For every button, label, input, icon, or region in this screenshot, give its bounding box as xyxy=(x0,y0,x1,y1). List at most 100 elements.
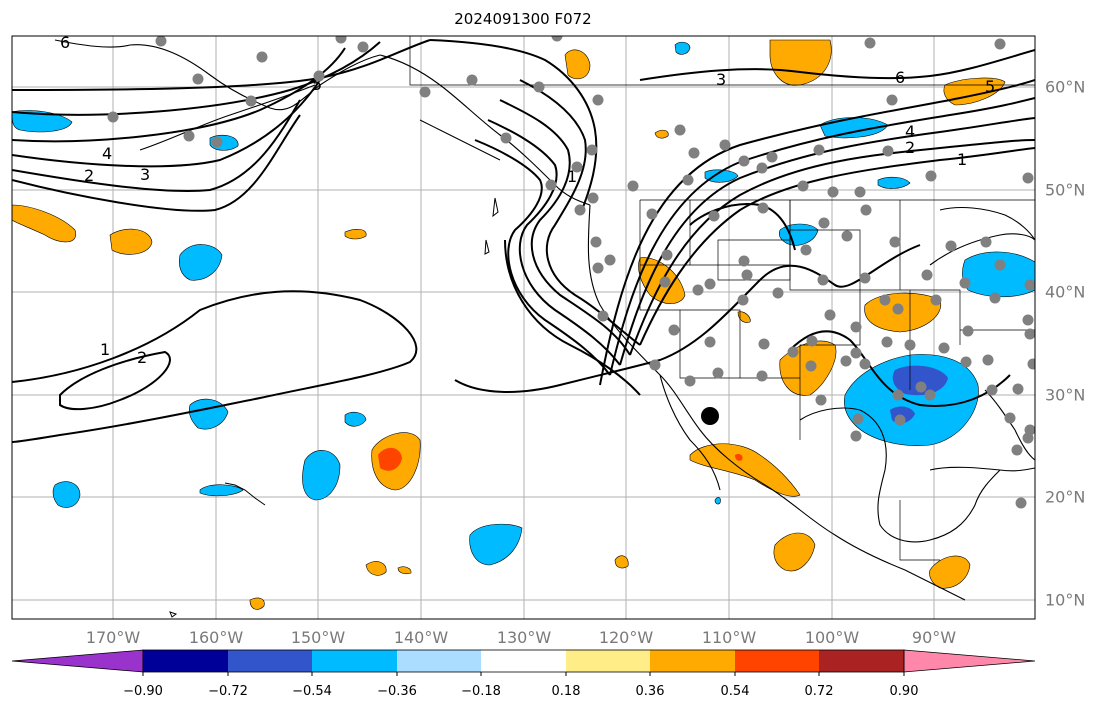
station-marker xyxy=(841,230,853,242)
colorbar-segment xyxy=(228,650,312,672)
station-marker xyxy=(155,36,167,47)
station-marker xyxy=(938,342,950,354)
station-marker xyxy=(921,269,933,281)
station-marker xyxy=(466,74,478,86)
longitude-label: 130°W xyxy=(496,628,552,647)
station-marker xyxy=(840,355,852,367)
station-marker xyxy=(806,335,818,347)
station-marker xyxy=(688,147,700,159)
station-marker xyxy=(818,217,830,229)
map-frame xyxy=(11,35,1036,620)
station-marker xyxy=(859,358,871,370)
station-marker xyxy=(592,94,604,106)
highlight-point xyxy=(701,407,719,425)
contour-label: 4 xyxy=(102,144,112,163)
station-marker xyxy=(627,180,639,192)
colorbar-tick-label: 0.54 xyxy=(720,684,750,699)
station-marker xyxy=(924,389,936,401)
station-marker xyxy=(1004,412,1016,424)
longitude-label: 150°W xyxy=(290,628,346,647)
colorbar xyxy=(11,649,1036,676)
station-marker xyxy=(500,132,512,144)
station-marker xyxy=(646,208,658,220)
latitude-label: 60°N xyxy=(1045,77,1086,97)
station-marker xyxy=(850,430,862,442)
colorbar-tick-label: −0.36 xyxy=(377,684,417,699)
station-marker xyxy=(256,51,268,63)
station-marker xyxy=(989,292,1001,304)
colorbar-min-extend xyxy=(11,649,144,673)
longitude-label: 90°W xyxy=(911,628,957,647)
colorbar-segment xyxy=(735,650,819,672)
station-marker xyxy=(1024,279,1035,291)
station-marker xyxy=(245,95,257,107)
station-marker xyxy=(850,347,862,359)
station-marker xyxy=(915,381,927,393)
station-marker xyxy=(889,236,901,248)
station-marker xyxy=(892,303,904,315)
station-marker xyxy=(758,338,770,350)
station-marker xyxy=(824,309,836,321)
station-marker xyxy=(886,94,898,106)
station-marker xyxy=(586,144,598,156)
station-marker xyxy=(1024,328,1035,340)
station-marker xyxy=(719,139,731,151)
colorbar-segment xyxy=(481,650,566,672)
station-marker xyxy=(980,236,992,248)
station-marker xyxy=(741,269,753,281)
latitude-label: 20°N xyxy=(1045,487,1086,507)
station-marker xyxy=(852,413,864,425)
colorbar-tick-label: −0.90 xyxy=(123,684,163,699)
station-marker xyxy=(313,70,325,82)
station-marker xyxy=(881,336,893,348)
latitude-label: 40°N xyxy=(1045,282,1086,302)
station-marker xyxy=(960,356,972,368)
station-marker xyxy=(757,202,769,214)
station-marker xyxy=(879,294,891,306)
station-marker xyxy=(211,136,223,148)
colorbar-segment xyxy=(312,650,397,672)
station-marker xyxy=(335,36,347,44)
station-marker xyxy=(712,367,724,379)
station-marker xyxy=(1015,497,1027,509)
station-marker xyxy=(692,284,704,296)
station-marker xyxy=(982,354,994,366)
station-marker xyxy=(756,370,768,382)
contour-label: 6 xyxy=(895,68,905,87)
contour-label: 2 xyxy=(84,166,94,185)
station-marker xyxy=(817,274,829,286)
contour-label: 3 xyxy=(140,165,150,184)
station-marker xyxy=(737,294,749,306)
station-marker xyxy=(738,155,750,167)
station-marker xyxy=(604,254,616,266)
station-marker xyxy=(756,162,768,174)
contour-label: 3 xyxy=(716,70,726,89)
longitude-label: 140°W xyxy=(393,628,449,647)
contour-label: 1 xyxy=(100,340,110,359)
plot-title: 2024091300 F072 xyxy=(454,10,592,28)
station-marker xyxy=(994,259,1006,271)
station-marker xyxy=(892,389,904,401)
longitude-label: 170°W xyxy=(85,628,141,647)
colorbar-tick-label: −0.18 xyxy=(461,684,501,699)
colorbar-tick-label: 0.18 xyxy=(551,684,581,699)
colorbar-segment xyxy=(650,650,735,672)
map-content: 6 5 4 3 2 1 6 5 4 3 2 1 2 1 xyxy=(12,36,1035,619)
station-marker xyxy=(674,124,686,136)
longitude-label: 110°W xyxy=(701,628,757,647)
strong-positive-anomaly-areas xyxy=(378,447,743,471)
longitude-label: 120°W xyxy=(598,628,654,647)
colorbar-tick-label: 0.72 xyxy=(804,684,834,699)
station-marker xyxy=(574,204,586,216)
colorbar-segment xyxy=(819,650,904,672)
station-marker xyxy=(787,346,799,358)
colorbar-tick-label: 0.36 xyxy=(635,684,665,699)
colorbar-outline xyxy=(142,649,905,673)
station-marker xyxy=(1011,444,1023,456)
station-marker xyxy=(805,360,817,372)
station-marker xyxy=(684,375,696,387)
station-marker xyxy=(597,310,609,322)
station-marker xyxy=(545,179,557,191)
station-marker xyxy=(813,144,825,156)
